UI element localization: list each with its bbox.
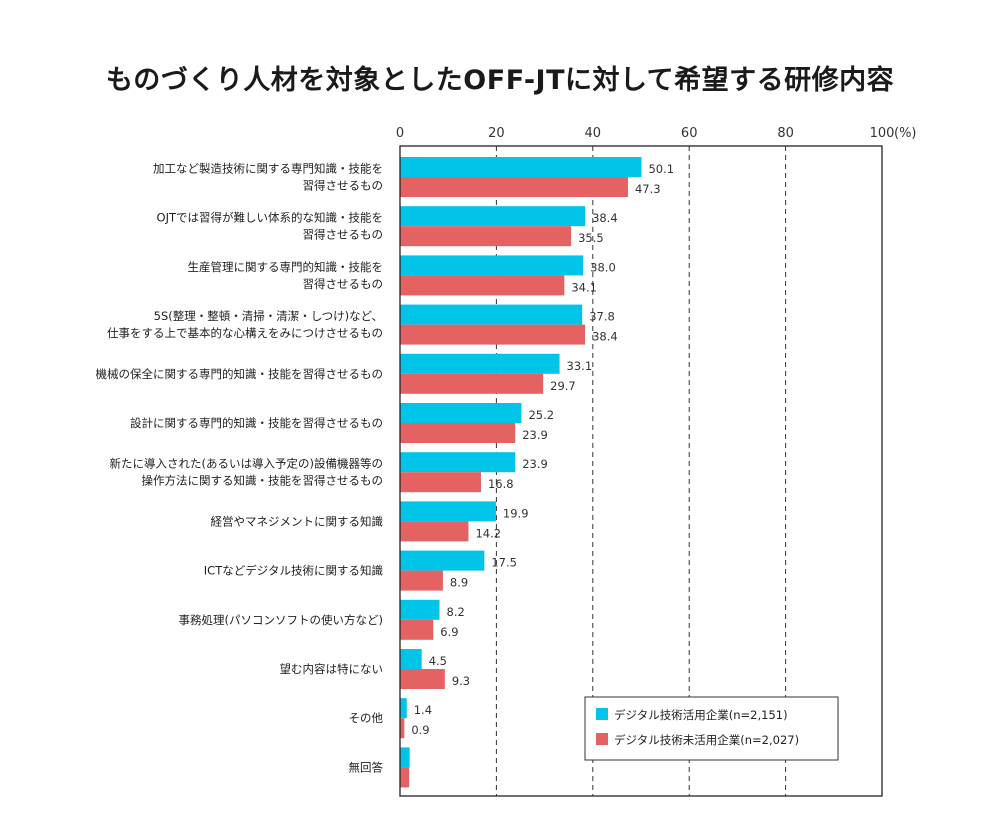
x-unit-label: (%) bbox=[894, 126, 917, 141]
data-label: 38.0 bbox=[590, 260, 616, 274]
category-label: 習得させるもの bbox=[303, 277, 384, 291]
category-label: 望む内容は特にない bbox=[280, 662, 384, 676]
bar-non-digital bbox=[400, 472, 481, 493]
data-label: 6.9 bbox=[440, 625, 458, 639]
bar-digital bbox=[400, 304, 583, 325]
x-tick-label: 0 bbox=[396, 126, 404, 141]
bar-digital bbox=[400, 157, 642, 177]
category-label: ICTなどデジタル技術に関する知識 bbox=[204, 564, 383, 578]
bar-non-digital bbox=[400, 767, 410, 788]
x-tick-label: 20 bbox=[488, 126, 505, 141]
category-label: 設計に関する専門的知識・技能を習得させるもの bbox=[130, 416, 383, 430]
bar-digital bbox=[400, 255, 584, 276]
category-label: その他 bbox=[349, 711, 384, 725]
legend-label: デジタル技術未活用企業(n=2,027) bbox=[614, 733, 799, 747]
category-label: OJTでは習得が難しい体系的な知識・技能を bbox=[157, 211, 383, 225]
data-label: 19.9 bbox=[503, 506, 529, 520]
bar-non-digital bbox=[400, 324, 586, 345]
data-label: 17.5 bbox=[491, 556, 517, 570]
x-tick-label: 100 bbox=[870, 126, 895, 141]
data-label: 38.4 bbox=[592, 330, 618, 344]
bar-non-digital bbox=[400, 423, 516, 443]
category-label: 仕事をする上で基本的な心構えをみにつけさせるもの bbox=[107, 326, 383, 340]
legend-swatch bbox=[596, 708, 608, 720]
bar-digital bbox=[400, 353, 560, 374]
data-label: 8.9 bbox=[450, 576, 468, 590]
x-tick-label: 40 bbox=[585, 126, 602, 141]
axis-ticks: 0 20 40 60 80 100 (%) bbox=[396, 126, 917, 141]
category-label: 加工など製造技術に関する専門知識・技能を bbox=[153, 162, 383, 176]
category-label: 操作方法に関する知識・技能を習得させるもの bbox=[142, 474, 384, 488]
bar-non-digital bbox=[400, 619, 434, 640]
data-label: 34.1 bbox=[571, 280, 597, 294]
data-label: 35.5 bbox=[578, 231, 604, 245]
bar-digital bbox=[400, 206, 586, 227]
bar-non-digital bbox=[400, 718, 405, 739]
category-label: 新たに導入された(あるいは導入予定の)設備機器等の bbox=[110, 457, 383, 471]
bar-non-digital bbox=[400, 570, 443, 591]
data-label: 8.2 bbox=[447, 605, 465, 619]
legend-swatch bbox=[596, 733, 608, 745]
bars bbox=[400, 157, 642, 788]
legend: デジタル技術活用企業(n=2,151) デジタル技術未活用企業(n=2,027) bbox=[584, 696, 839, 761]
x-tick-label: 80 bbox=[777, 126, 794, 141]
data-label: 38.4 bbox=[592, 211, 618, 225]
category-label: 事務処理(パソコンソフトの使い方など) bbox=[179, 613, 383, 627]
data-label: 4.5 bbox=[429, 654, 447, 668]
category-label: 習得させるもの bbox=[303, 228, 384, 242]
data-label: 50.1 bbox=[648, 162, 674, 176]
legend-label: デジタル技術活用企業(n=2,151) bbox=[614, 708, 788, 722]
data-label: 23.9 bbox=[522, 428, 548, 442]
bar-digital bbox=[400, 550, 485, 571]
bar-non-digital bbox=[400, 275, 565, 296]
plot-frame bbox=[399, 145, 883, 797]
data-label: 33.1 bbox=[567, 359, 593, 373]
data-label: 47.3 bbox=[635, 182, 661, 196]
bar-digital bbox=[400, 452, 516, 473]
data-label: 14.2 bbox=[475, 526, 501, 540]
data-label: 23.9 bbox=[522, 457, 548, 471]
category-label: 経営やマネジメントに関する知識 bbox=[211, 514, 384, 528]
category-label: 無回答 bbox=[349, 760, 384, 774]
category-label: 機械の保全に関する専門的知識・技能を習得させるもの bbox=[96, 367, 384, 381]
category-labels: 加工など製造技術に関する専門知識・技能を習得させるもの OJTでは習得が難しい体系… bbox=[96, 162, 384, 775]
data-label: 25.2 bbox=[528, 408, 554, 422]
bar-non-digital bbox=[400, 373, 544, 394]
bar-digital bbox=[400, 501, 496, 522]
category-label: 5S(整理・整頓・清掃・清潔・しつけ)など、 bbox=[154, 309, 383, 323]
bar-digital bbox=[400, 747, 410, 768]
legend-box bbox=[584, 696, 839, 761]
grid-lines bbox=[495, 146, 787, 796]
bar-digital bbox=[400, 599, 440, 620]
category-label: 生産管理に関する専門的知識・技能を bbox=[188, 260, 384, 274]
data-label: 1.4 bbox=[414, 703, 432, 717]
bar-non-digital bbox=[400, 177, 628, 197]
bar-non-digital bbox=[400, 226, 572, 247]
data-label: 29.7 bbox=[550, 379, 576, 393]
x-tick-label: 60 bbox=[681, 126, 698, 141]
bar-non-digital bbox=[400, 669, 445, 689]
data-label: 9.3 bbox=[452, 674, 470, 688]
bar-digital bbox=[400, 698, 407, 719]
data-label: 16.8 bbox=[488, 477, 514, 491]
data-label: 0.9 bbox=[411, 723, 429, 737]
category-label: 習得させるもの bbox=[303, 179, 384, 193]
chart-title: ものづくり人材を対象としたOFF-JTに対して希望する研修内容 bbox=[105, 65, 895, 96]
data-labels: 50.1 47.3 38.4 35.5 38.0 34.1 37.8 38.4 33.1 29.7… bbox=[411, 162, 674, 737]
bar-digital bbox=[400, 649, 422, 669]
data-label: 37.8 bbox=[589, 310, 615, 324]
bar-digital bbox=[400, 403, 522, 423]
bar-non-digital bbox=[400, 521, 469, 542]
